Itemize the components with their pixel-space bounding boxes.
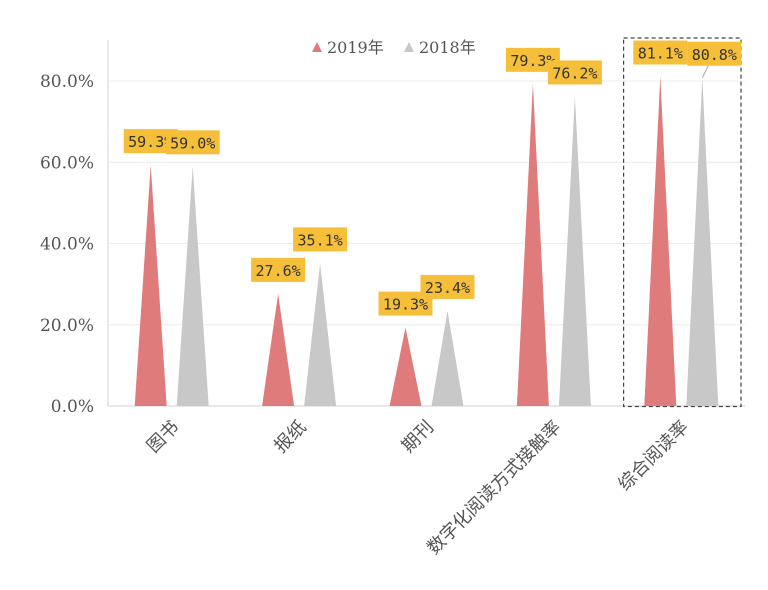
bars — [134, 76, 719, 406]
x-tick-label: 综合阅读率 — [614, 417, 692, 495]
bar-2018 — [304, 263, 337, 406]
x-tick-label: 报纸 — [270, 417, 310, 457]
data-label-leader — [701, 65, 709, 78]
data-label-bg — [293, 227, 348, 252]
legend-marker-2018 — [404, 42, 414, 52]
data-label: 81.1% — [638, 45, 683, 63]
data-label-bg — [420, 274, 475, 299]
data-label-bg — [251, 257, 306, 282]
bar-2019 — [134, 165, 167, 406]
y-tick-label: 20.0% — [40, 316, 94, 336]
bar-2019 — [644, 76, 677, 406]
data-label: 76.2% — [552, 64, 597, 82]
x-tick-label: 期刊 — [398, 417, 438, 457]
data-label: 19.3% — [383, 296, 428, 314]
data-label-bg — [165, 130, 220, 155]
legend-label: 2018年 — [419, 38, 476, 57]
y-tick-label: 60.0% — [40, 153, 94, 173]
bar-2019 — [262, 293, 295, 406]
legend-marker-2019 — [312, 42, 322, 52]
data-label: 80.8% — [692, 46, 737, 64]
data-label-bg — [547, 60, 602, 85]
bar-2018 — [686, 77, 719, 406]
x-tick-label: 图书 — [143, 417, 183, 457]
bar-2019 — [389, 327, 422, 406]
grid-lines — [107, 40, 745, 407]
y-tick-label: 40.0% — [40, 235, 94, 255]
data-label: 59.0% — [170, 134, 215, 152]
y-tick-label: 80.0% — [40, 72, 94, 92]
highlight-box-layer — [622, 37, 742, 408]
x-tick-label: 数字化阅读方式接触率 — [423, 417, 565, 559]
legend: 2019年 2018年 — [312, 38, 476, 57]
data-label-bg — [633, 40, 688, 65]
data-label-bg — [687, 41, 742, 66]
y-axis-ticks: 0.0% 20.0% 40.0% 60.0% 80.0% — [40, 72, 94, 417]
data-labels: 59.3%59.0% 27.6% 35.1% 19.3%23.4% 79.3%76.2%… — [123, 40, 742, 316]
bar-2019 — [516, 83, 549, 406]
legend-label: 2019年 — [327, 38, 384, 57]
data-label: 35.1% — [298, 231, 343, 249]
data-label: 59.3% — [128, 133, 173, 151]
highlight-box — [622, 37, 742, 408]
bar-2018 — [176, 166, 209, 406]
data-label: 27.6% — [256, 262, 301, 280]
y-tick-label: 0.0% — [51, 397, 94, 417]
bar-2018 — [558, 96, 591, 406]
bar-2018 — [431, 310, 464, 406]
data-label: 23.4% — [425, 279, 470, 297]
data-label: 79.3% — [510, 52, 555, 70]
